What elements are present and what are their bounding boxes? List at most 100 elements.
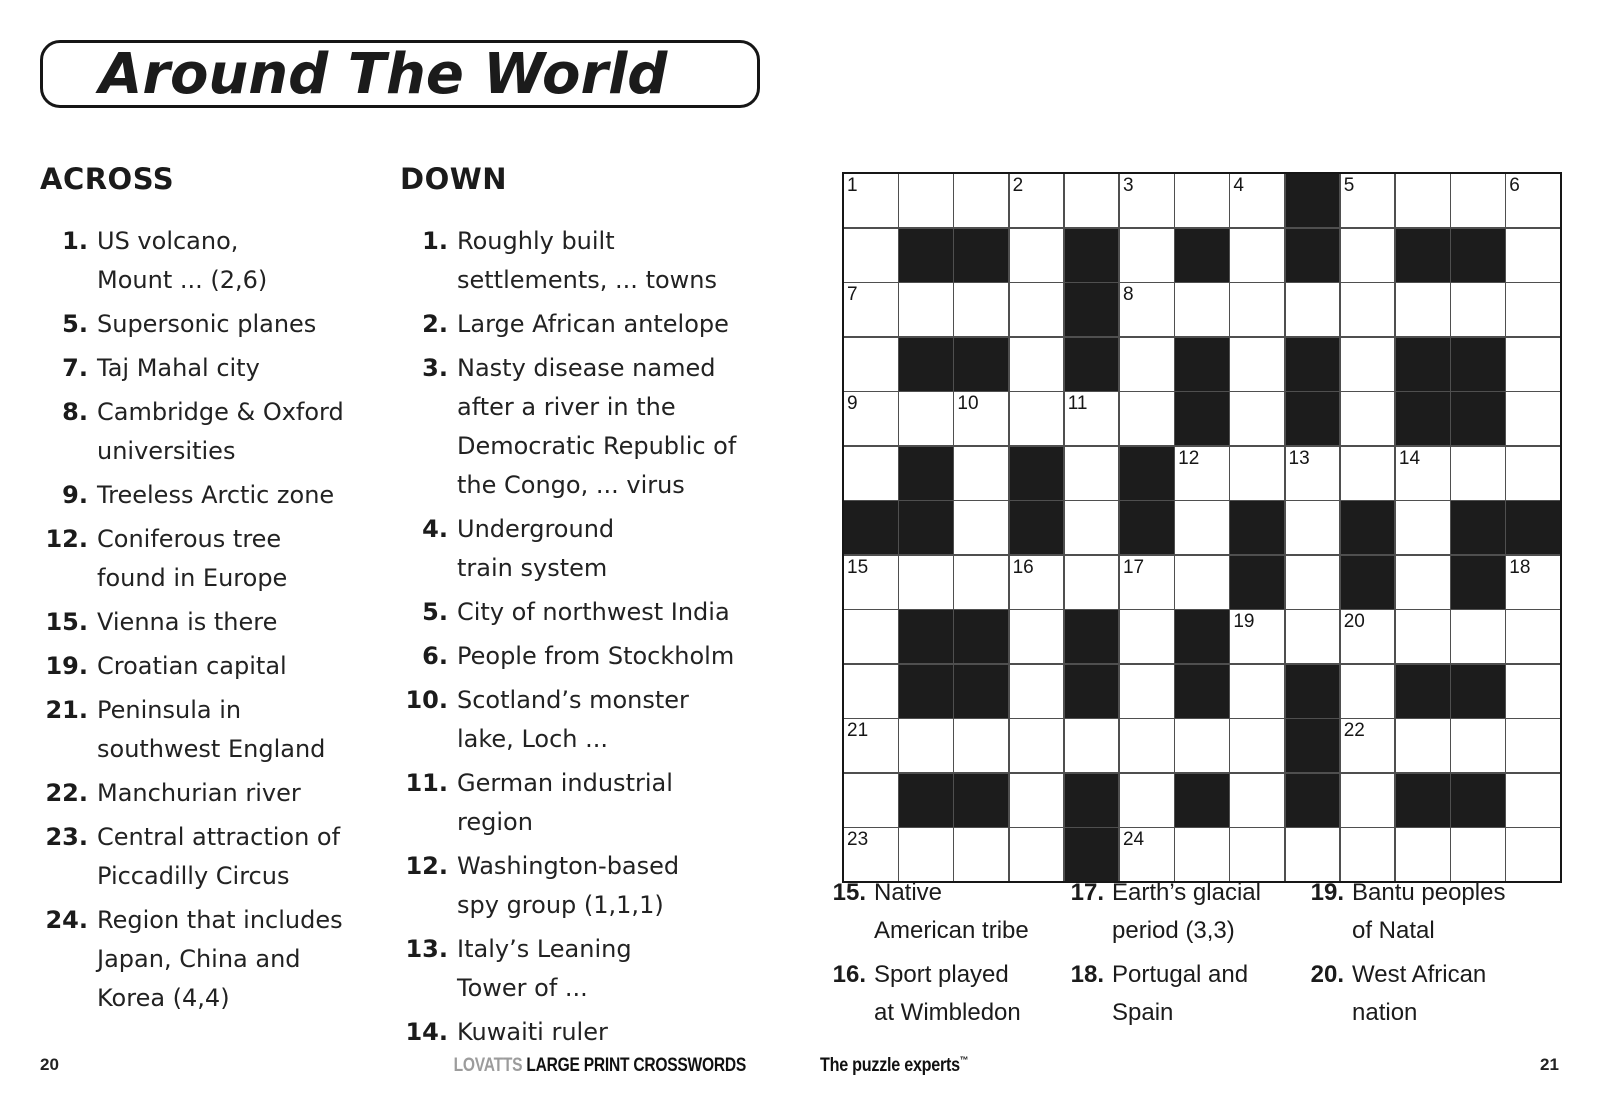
grid-cell-black bbox=[1451, 392, 1505, 445]
grid-cell: 5 bbox=[1340, 174, 1395, 227]
cell-number: 24 bbox=[1122, 829, 1145, 850]
clue-item: 20. West African nation bbox=[1298, 956, 1568, 1032]
grid-cell bbox=[1506, 283, 1560, 336]
grid-cell-black bbox=[954, 337, 1009, 391]
clue-text: German industrial region bbox=[457, 769, 673, 836]
grid-cell-black bbox=[1175, 610, 1229, 663]
grid-cell: 14 bbox=[1395, 446, 1450, 500]
clue-number: 5. bbox=[62, 310, 88, 338]
clue-item: 18. Portugal and Spain bbox=[1058, 956, 1298, 1032]
crossword-grid: 1 2 3 4 5 6 7 8 9 10 11 12 13 14 15 16 17 18 19 20 21 22 23 24 bbox=[842, 172, 1562, 883]
grid-cell bbox=[1230, 283, 1285, 336]
grid-cell bbox=[844, 610, 898, 663]
clue-number: 7. bbox=[62, 354, 88, 382]
grid-cell bbox=[844, 664, 898, 718]
grid-cell-black bbox=[954, 664, 1009, 718]
grid-cell: 17 bbox=[1119, 555, 1174, 609]
grid-cell bbox=[1340, 228, 1395, 282]
grid-cell bbox=[1175, 501, 1229, 554]
grid-cell-black bbox=[1395, 392, 1450, 445]
clue-item: 5. Supersonic planes bbox=[40, 305, 390, 344]
clue-item: 11. German industrial region bbox=[400, 764, 760, 842]
cell-number: 10 bbox=[957, 393, 979, 414]
grid-cell bbox=[1451, 828, 1505, 881]
grid-cell bbox=[1340, 446, 1395, 500]
grid-cell bbox=[1009, 664, 1064, 718]
grid-cell-black bbox=[1064, 228, 1119, 282]
clue-text: Treeless Arctic zone bbox=[97, 481, 335, 509]
grid-cell bbox=[1506, 446, 1560, 500]
cell-number: 6 bbox=[1509, 175, 1520, 196]
grid-cell-black bbox=[954, 228, 1009, 282]
clue-text: Sport played at Wimbledon bbox=[874, 961, 1021, 1026]
clue-item: 1. US volcano, Mount ... (2,6) bbox=[40, 222, 390, 300]
cell-number: 17 bbox=[1122, 556, 1145, 578]
grid-cell bbox=[954, 719, 1009, 772]
grid-cell bbox=[1009, 773, 1064, 827]
clue-number: 22. bbox=[45, 779, 88, 807]
cell-number: 13 bbox=[1288, 447, 1310, 469]
grid-cell-black bbox=[1285, 392, 1340, 445]
clue-number: 9. bbox=[62, 481, 88, 509]
across-heading: ACROSS bbox=[40, 162, 175, 196]
trademark-symbol: ™ bbox=[959, 1055, 969, 1067]
clue-item: 22. Manchurian river bbox=[40, 774, 390, 813]
grid-cell-black bbox=[1340, 501, 1395, 554]
grid-cell bbox=[1340, 337, 1395, 391]
clue-text: Central attraction of Piccadilly Circus bbox=[97, 823, 341, 890]
grid-cell bbox=[1009, 337, 1064, 391]
clue-number: 1. bbox=[62, 227, 88, 255]
grid-cell bbox=[1285, 610, 1340, 663]
puzzle-title: Around The World bbox=[99, 41, 668, 107]
grid-cell bbox=[1285, 555, 1340, 609]
grid-cell bbox=[1451, 174, 1505, 227]
grid-cell bbox=[844, 337, 898, 391]
clue-item: 19. Bantu peoples of Natal bbox=[1298, 874, 1568, 950]
clue-item: 12. Washington-based spy group (1,1,1) bbox=[400, 847, 760, 925]
grid-cell-black bbox=[1340, 555, 1395, 609]
cell-number: 11 bbox=[1067, 393, 1088, 414]
brand-series: LARGE PRINT CROSSWORDS bbox=[526, 1055, 746, 1076]
grid-cell bbox=[954, 555, 1009, 609]
clue-text: Italy’s Leaning Tower of ... bbox=[457, 935, 632, 1002]
grid-cell bbox=[1506, 828, 1560, 881]
clue-item: 9. Treeless Arctic zone bbox=[40, 476, 390, 515]
grid-cell bbox=[1119, 719, 1174, 772]
grid-cell bbox=[844, 446, 898, 500]
grid-cell bbox=[1506, 337, 1560, 391]
grid-cell: 8 bbox=[1119, 283, 1174, 336]
grid-cell bbox=[1119, 664, 1174, 718]
grid-cell bbox=[1506, 664, 1560, 718]
grid-cell bbox=[954, 501, 1009, 554]
clue-item: 15. Vienna is there bbox=[40, 603, 390, 642]
grid-cell bbox=[1230, 664, 1285, 718]
clue-number: 24. bbox=[45, 906, 88, 934]
clue-text: Croatian capital bbox=[97, 652, 287, 680]
grid-cell bbox=[1340, 773, 1395, 827]
grid-cell-black bbox=[1285, 664, 1340, 718]
grid-cell: 7 bbox=[844, 283, 898, 336]
grid-cell bbox=[1230, 773, 1285, 827]
grid-cell-black bbox=[1064, 610, 1119, 663]
grid-cell bbox=[1175, 283, 1229, 336]
grid-cell bbox=[954, 283, 1009, 336]
grid-cell bbox=[1506, 392, 1560, 445]
grid-cell bbox=[1285, 501, 1340, 554]
grid-cell bbox=[1064, 719, 1119, 772]
grid-cell-black bbox=[1285, 228, 1340, 282]
grid-cell bbox=[1230, 719, 1285, 772]
grid-cell: 12 bbox=[1175, 446, 1229, 500]
clue-item: 24. Region that includes Japan, China and K… bbox=[40, 901, 390, 1018]
clue-number: 2. bbox=[422, 310, 448, 338]
clue-item: 23. Central attraction of Piccadilly Circu… bbox=[40, 818, 390, 896]
grid-cell-black bbox=[1064, 337, 1119, 391]
clue-number: 3. bbox=[422, 354, 448, 382]
grid-cell bbox=[1395, 174, 1450, 227]
grid-cell-black bbox=[1506, 501, 1560, 554]
grid-cell bbox=[1451, 719, 1505, 772]
clue-item: 13. Italy’s Leaning Tower of ... bbox=[400, 930, 760, 1008]
clue-number: 16. bbox=[832, 961, 866, 988]
grid-cell bbox=[1009, 283, 1064, 336]
clue-item: 15. Native American tribe bbox=[820, 874, 1058, 950]
grid-cell-black bbox=[899, 228, 953, 282]
